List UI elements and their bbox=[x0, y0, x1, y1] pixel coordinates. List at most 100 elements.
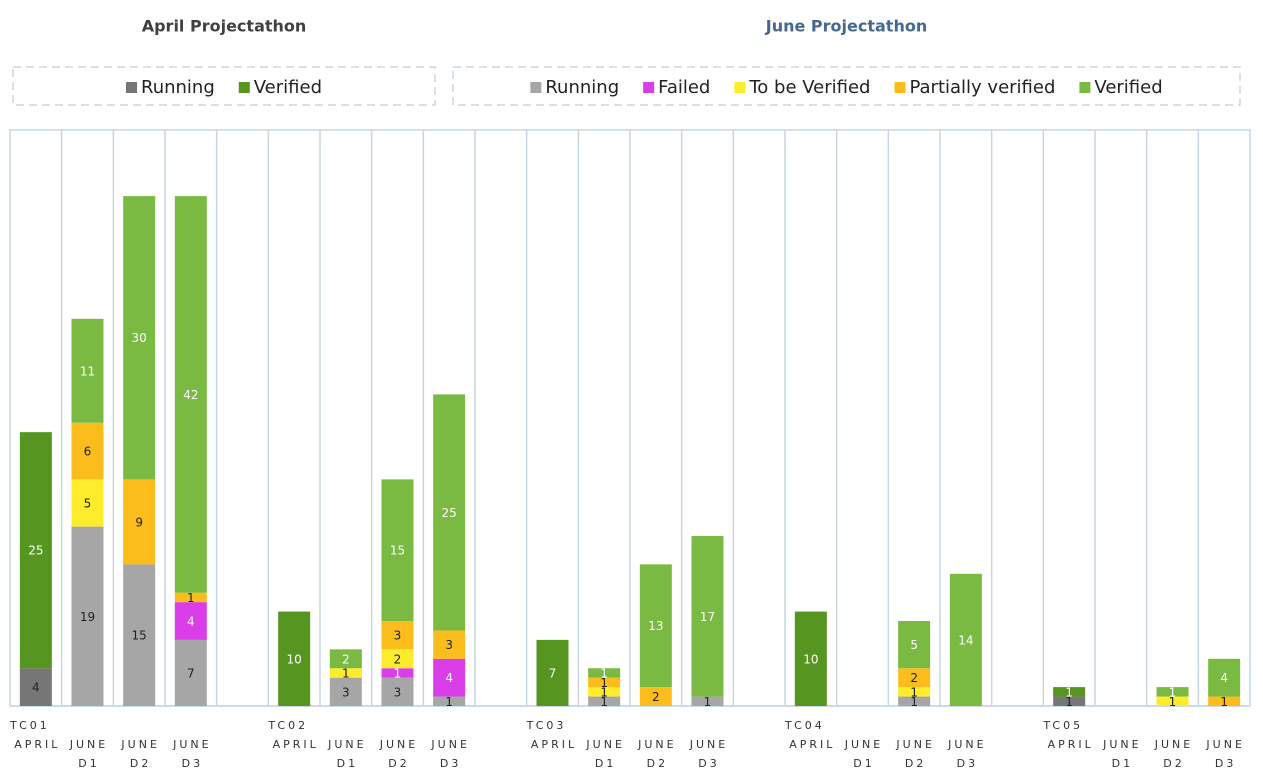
value-label: 1 bbox=[1065, 695, 1073, 709]
x-tick-label: JUNE bbox=[585, 738, 624, 751]
legend-label: Verified bbox=[254, 77, 322, 98]
value-label: 1 bbox=[704, 695, 712, 709]
legend-label: Running bbox=[141, 77, 215, 98]
bar-segment bbox=[123, 196, 156, 480]
bar-segment bbox=[898, 696, 931, 706]
legend-swatch bbox=[238, 82, 250, 93]
bar-segment bbox=[433, 630, 466, 659]
x-tick-label: D1 bbox=[595, 757, 616, 770]
bar-segment bbox=[71, 318, 104, 423]
bar-segment bbox=[381, 668, 414, 678]
value-label: 19 bbox=[80, 610, 95, 624]
x-tick-label: APRIL bbox=[273, 738, 319, 751]
bar-segment bbox=[19, 432, 52, 669]
bar-segment bbox=[381, 677, 414, 706]
legend-swatch bbox=[894, 82, 906, 93]
bar-segment bbox=[1053, 696, 1086, 706]
x-tick-label: D2 bbox=[388, 757, 409, 770]
bar-segment bbox=[898, 687, 931, 697]
value-label: 1 bbox=[394, 666, 402, 680]
value-label: 1 bbox=[342, 666, 350, 680]
bar-segment bbox=[639, 564, 672, 688]
value-label: 10 bbox=[803, 652, 818, 666]
x-tick-label: JUNE bbox=[327, 738, 366, 751]
legend-title: June Projectathon bbox=[765, 17, 927, 36]
group-label: TC05 bbox=[1042, 719, 1083, 732]
bar-segment bbox=[329, 668, 362, 678]
group-label: TC01 bbox=[9, 719, 50, 732]
value-label: 10 bbox=[287, 652, 302, 666]
x-tick-label: D3 bbox=[1215, 757, 1236, 770]
x-tick-label: APRIL bbox=[789, 738, 835, 751]
value-label: 30 bbox=[132, 331, 147, 345]
legend-title: April Projectathon bbox=[142, 17, 307, 36]
bar-segment bbox=[898, 621, 931, 669]
bar-segment bbox=[278, 611, 311, 706]
legend-box bbox=[12, 66, 436, 106]
bar-segment bbox=[329, 649, 362, 669]
value-label: 1 bbox=[600, 666, 608, 680]
bar-segment bbox=[588, 696, 621, 706]
bar-segment bbox=[19, 668, 52, 706]
legend-label: To be Verified bbox=[748, 77, 870, 98]
legend-label: Running bbox=[545, 77, 619, 98]
value-label: 25 bbox=[442, 506, 457, 520]
bar-segment bbox=[794, 611, 827, 706]
value-label: 7 bbox=[187, 666, 195, 680]
value-label: 1 bbox=[600, 676, 608, 690]
bar-segment bbox=[381, 649, 414, 669]
x-tick-label: D1 bbox=[78, 757, 99, 770]
value-label: 1 bbox=[1169, 695, 1177, 709]
bar-segment bbox=[381, 479, 414, 622]
x-tick-label: JUNE bbox=[172, 738, 211, 751]
value-label: 1 bbox=[445, 695, 453, 709]
value-label: 1 bbox=[910, 695, 918, 709]
value-label: 1 bbox=[600, 685, 608, 699]
value-label: 17 bbox=[700, 610, 715, 624]
x-tick-label: D1 bbox=[337, 757, 358, 770]
x-tick-label: JUNE bbox=[689, 738, 728, 751]
value-label: 2 bbox=[342, 652, 350, 666]
x-tick-label: D3 bbox=[440, 757, 461, 770]
x-tick-label: JUNE bbox=[637, 738, 676, 751]
legend-swatch bbox=[126, 82, 137, 93]
x-tick-label: JUNE bbox=[120, 738, 159, 751]
x-tick-label: D2 bbox=[647, 757, 668, 770]
x-tick-label: D1 bbox=[1112, 757, 1133, 770]
value-label: 13 bbox=[648, 619, 663, 633]
value-label: 1 bbox=[1065, 685, 1073, 699]
value-label: 4 bbox=[1220, 671, 1228, 685]
x-tick-label: APRIL bbox=[1048, 738, 1094, 751]
legend-label: Failed bbox=[658, 77, 710, 98]
value-label: 1 bbox=[1220, 695, 1228, 709]
bar-segment bbox=[174, 196, 207, 593]
bar-segment bbox=[174, 639, 207, 706]
x-tick-label: D2 bbox=[130, 757, 151, 770]
bar-segment bbox=[433, 658, 466, 697]
value-label: 3 bbox=[394, 685, 402, 699]
bar-segment bbox=[588, 668, 621, 678]
x-tick-label: JUNE bbox=[947, 738, 986, 751]
legend-label: Verified bbox=[1094, 77, 1162, 98]
x-tick-label: D3 bbox=[957, 757, 978, 770]
x-tick-label: APRIL bbox=[14, 738, 60, 751]
value-label: 4 bbox=[32, 681, 40, 695]
x-tick-label: D1 bbox=[853, 757, 874, 770]
value-label: 3 bbox=[394, 629, 402, 643]
x-tick-label: JUNE bbox=[379, 738, 418, 751]
bar-segment bbox=[174, 602, 207, 640]
value-label: 2 bbox=[652, 690, 660, 704]
legend-box bbox=[452, 66, 1241, 106]
bar-segment bbox=[123, 479, 156, 565]
legend-swatch bbox=[643, 82, 655, 93]
bar-segment bbox=[174, 592, 207, 603]
value-label: 2 bbox=[394, 652, 402, 666]
x-tick-label: D2 bbox=[1163, 757, 1184, 770]
bar-segment bbox=[1156, 696, 1189, 706]
value-label: 3 bbox=[342, 685, 350, 699]
legend-label: Partially verified bbox=[909, 77, 1055, 98]
value-label: 6 bbox=[84, 445, 92, 459]
bar-segment bbox=[588, 677, 621, 688]
value-label: 14 bbox=[958, 633, 973, 647]
value-label: 42 bbox=[183, 388, 198, 402]
